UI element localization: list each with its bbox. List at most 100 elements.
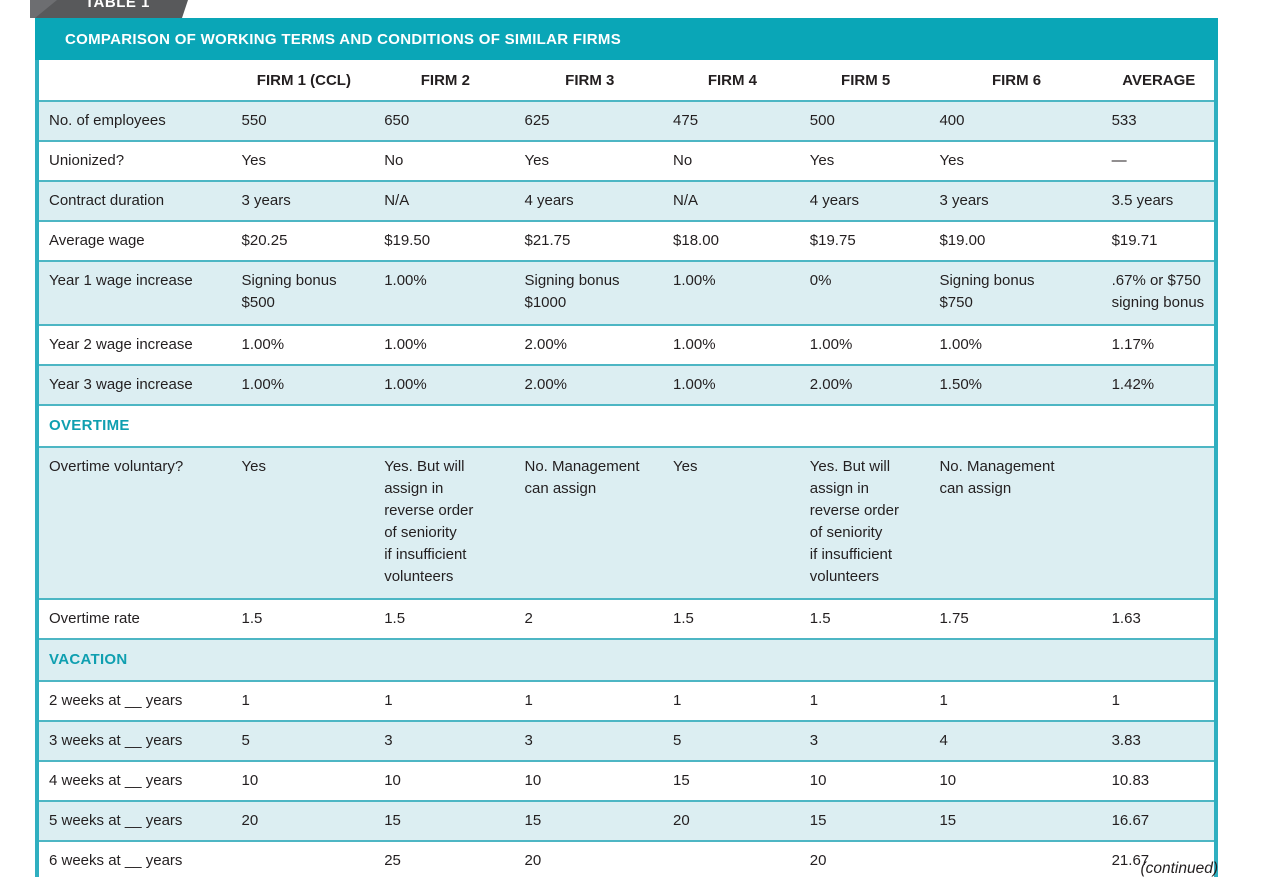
table-number-label: TABLE 1: [85, 0, 150, 11]
column-header: FIRM 4: [663, 60, 800, 101]
row-label: 4 weeks at __ years: [49, 772, 183, 789]
cell-value: 10: [241, 772, 259, 789]
cell-value: 5: [231, 721, 375, 761]
table-row: Year 3 wage increase 1.00% 1.00% 2.00% 1.00%…: [37, 365, 1216, 405]
cell-value: 625: [514, 101, 664, 141]
cell-value: Yes: [663, 447, 800, 599]
cell-value: 4: [929, 721, 1102, 761]
table-row: Overtime rate 1.5 1.5 2 1.5 1.5 1.75 1.63: [37, 599, 1216, 639]
cell-value: Signing bonus $750: [929, 261, 1102, 325]
table-row: 6 weeks at __ years 25 20 20 21.67: [37, 841, 1216, 877]
section-row: VACATION: [37, 639, 1216, 681]
cell-value: 3.5 years: [1101, 181, 1216, 221]
cell-value: 1: [524, 692, 533, 709]
cell-value: 533: [1101, 101, 1216, 141]
cell-value: 2: [524, 610, 533, 627]
cell-value: Signing bonus $500: [231, 261, 375, 325]
cell-value: 1.5: [241, 610, 263, 627]
cell-value: 1.42%: [1101, 365, 1216, 405]
cell-value: 15: [799, 801, 930, 841]
cell-value: 2.00%: [524, 336, 568, 353]
section-header: VACATION: [37, 639, 1216, 681]
cell-value: Yes: [524, 152, 549, 169]
cell-value: 1.5: [384, 610, 406, 627]
cell-value: 10: [384, 772, 401, 789]
cell-value: 3 years: [231, 181, 375, 221]
cell-value: 3: [514, 721, 664, 761]
cell-value: 20: [663, 801, 800, 841]
cell-value: 550: [231, 101, 375, 141]
column-header: AVERAGE: [1101, 60, 1216, 101]
table-row: Average wage $20.25 $19.50 $21.75 $18.00 $19.…: [37, 221, 1216, 261]
column-header: FIRM 5: [799, 60, 930, 101]
column-header: FIRM 6: [929, 60, 1102, 101]
table-row: Contract duration 3 years N/A 4 years N/A 4 y…: [37, 181, 1216, 221]
cell-value: 3.83: [1101, 721, 1216, 761]
cell-value: 1.00%: [673, 336, 716, 353]
continued-note: (continued): [1140, 860, 1218, 877]
cell-value: 3: [374, 721, 515, 761]
cell-value: 5: [663, 721, 800, 761]
cell-value: —: [1111, 152, 1127, 169]
cell-value: No. Management can assign: [929, 447, 1102, 599]
cell-value: No: [384, 152, 404, 169]
table-header-row: FIRM 1 (CCL) FIRM 2 FIRM 3 FIRM 4 FIRM 5 FIRM…: [37, 60, 1216, 101]
row-label: No. of employees: [37, 101, 232, 141]
cell-value: 21.67: [1111, 852, 1150, 869]
cell-value: 10.83: [1111, 772, 1150, 789]
cell-value: 1.17%: [1111, 336, 1155, 353]
comparison-table: FIRM 1 (CCL) FIRM 2 FIRM 3 FIRM 4 FIRM 5 FIRM…: [35, 60, 1218, 877]
section-header: OVERTIME: [49, 417, 130, 434]
column-header: FIRM 2: [374, 60, 515, 101]
table-row: 4 weeks at __ years 10 10 10 15 10 10 10.83: [37, 761, 1216, 801]
cell-value: 650: [374, 101, 515, 141]
row-label: 2 weeks at __ years: [49, 692, 183, 709]
cell-value: Yes. But will assign in reverse order of…: [374, 447, 515, 599]
cell-value: 1.75: [939, 610, 969, 627]
cell-value: Signing bonus $1000: [514, 261, 664, 325]
column-header: FIRM 1 (CCL): [231, 60, 375, 101]
cell-value: 10: [809, 772, 827, 789]
cell-value: 1.00%: [374, 365, 515, 405]
cell-value: Yes: [231, 447, 375, 599]
cell-value: 1.5: [673, 610, 694, 627]
cell-value: Yes: [241, 152, 267, 169]
cell-value: $19.75: [809, 232, 856, 249]
table-title: COMPARISON OF WORKING TERMS AND CONDITIO…: [65, 30, 622, 48]
cell-value: .67% or $750 signing bonus: [1101, 261, 1216, 325]
cell-value: 1.00%: [809, 336, 853, 353]
cell-value: N/A: [374, 181, 515, 221]
cell-value: 15: [673, 772, 690, 789]
row-label: Unionized?: [49, 152, 125, 169]
cell-value: 4 years: [514, 181, 664, 221]
cell-value: 1.00%: [231, 365, 375, 405]
cell-value: 15: [514, 801, 664, 841]
row-label: Year 1 wage increase: [37, 261, 232, 325]
table-row: Unionized? Yes No Yes No Yes Yes —: [37, 141, 1216, 181]
cell-value: 400: [929, 101, 1102, 141]
cell-value: 10: [524, 772, 542, 789]
cell-value: No. Management can assign: [514, 447, 664, 599]
row-label: Year 3 wage increase: [37, 365, 232, 405]
header-row: FIRM 1 (CCL) FIRM 2 FIRM 3 FIRM 4 FIRM 5 FIRM…: [37, 60, 1216, 101]
cell-value: Yes. But will assign in reverse order of…: [799, 447, 930, 599]
cell-value: $20.25: [241, 232, 288, 249]
cell-value: $19.50: [384, 232, 431, 249]
cell-value: N/A: [663, 181, 800, 221]
table-row: No. of employees 550 650 625 475 500 400 533: [37, 101, 1216, 141]
row-label: 5 weeks at __ years: [37, 801, 232, 841]
comparison-table-wrapper: FIRM 1 (CCL) FIRM 2 FIRM 3 FIRM 4 FIRM 5 FIRM…: [35, 60, 1218, 877]
table-row: Year 1 wage increase Signing bonus $500 1.…: [37, 261, 1216, 325]
cell-value: 15: [929, 801, 1102, 841]
cell-value: $21.75: [524, 232, 571, 249]
cell-value: 1: [673, 692, 682, 709]
cell-value: 3 years: [929, 181, 1102, 221]
cell-value: 16.67: [1101, 801, 1216, 841]
cell-value: 1.63: [1111, 610, 1141, 627]
cell-value: $19.71: [1111, 232, 1158, 249]
row-label: 3 weeks at __ years: [37, 721, 232, 761]
cell-value: Yes: [809, 152, 835, 169]
table-body: No. of employees 550 650 625 475 500 400 533 Uni…: [37, 101, 1216, 877]
table-row: Year 2 wage increase 1.00% 1.00% 2.00% 1.00%…: [37, 325, 1216, 365]
